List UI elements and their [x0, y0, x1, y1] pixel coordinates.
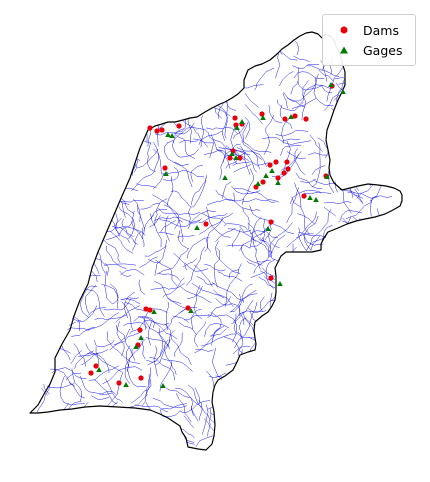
legend-item-dams: Dams: [331, 21, 399, 39]
gage-marker: [165, 132, 171, 137]
dam-marker: [268, 219, 274, 225]
dam-marker: [267, 162, 273, 168]
dam-marker: [284, 159, 290, 165]
gage-marker: [160, 383, 166, 388]
dam-marker: [176, 123, 182, 129]
gage-marker: [277, 281, 283, 286]
dam-marker: [282, 116, 288, 122]
dam-marker: [143, 306, 149, 312]
dam-marker: [281, 170, 287, 176]
dam-marker: [275, 175, 281, 181]
dam-marker: [93, 363, 99, 369]
dam-marker: [137, 327, 143, 333]
gage-marker: [234, 125, 240, 130]
gage-marker: [194, 225, 200, 230]
gage-triangle-icon: [331, 41, 357, 59]
gage-marker: [269, 168, 275, 173]
gage-marker: [222, 175, 228, 180]
dam-marker: [285, 166, 291, 172]
dam-marker: [116, 380, 122, 386]
dam-marker: [301, 193, 307, 199]
dam-marker: [268, 275, 274, 281]
dam-marker: [203, 221, 209, 227]
dam-marker: [147, 125, 153, 131]
gage-marker: [307, 195, 313, 200]
gage-marker: [123, 382, 129, 387]
dam-marker: [232, 115, 238, 121]
basin-boundary: [29, 31, 403, 451]
gage-marker: [313, 197, 319, 202]
gage-marker: [260, 115, 266, 120]
dam-marker: [88, 370, 94, 376]
gage-marker: [340, 89, 346, 94]
dam-marker: [185, 305, 191, 311]
gage-marker: [133, 344, 139, 349]
dam-marker: [292, 113, 298, 119]
dam-marker: [159, 127, 165, 133]
dam-marker: [162, 165, 168, 171]
gage-marker: [233, 155, 239, 160]
gage-marker: [324, 174, 330, 179]
gage-marker: [96, 367, 102, 372]
dam-marker: [237, 155, 243, 161]
dam-marker: [147, 307, 153, 313]
legend-label-dams: Dams: [363, 22, 399, 38]
dam-marker: [259, 111, 265, 117]
gage-marker: [239, 119, 245, 124]
gage-marker: [265, 226, 271, 231]
gage-marker: [255, 181, 261, 186]
legend-label-gages: Gages: [363, 42, 403, 58]
dam-marker: [154, 128, 160, 134]
dam-marker: [303, 116, 309, 122]
gage-marker: [188, 308, 194, 313]
dam-marker: [138, 375, 144, 381]
gage-marker: [151, 309, 157, 314]
gage-marker: [163, 171, 169, 176]
dam-marker: [273, 159, 279, 165]
gage-marker: [229, 151, 235, 156]
gage-marker: [275, 180, 281, 185]
dam-circle-icon: [331, 21, 357, 39]
gage-marker: [169, 133, 175, 138]
gage-marker: [263, 173, 269, 178]
dam-marker: [227, 155, 233, 161]
legend: Dams Gages: [322, 14, 416, 66]
gage-marker: [288, 114, 294, 119]
gage-markers: [96, 82, 346, 388]
dam-marker: [260, 179, 266, 185]
gage-marker: [138, 335, 144, 340]
legend-item-gages: Gages: [331, 41, 402, 59]
gage-marker: [328, 82, 334, 87]
